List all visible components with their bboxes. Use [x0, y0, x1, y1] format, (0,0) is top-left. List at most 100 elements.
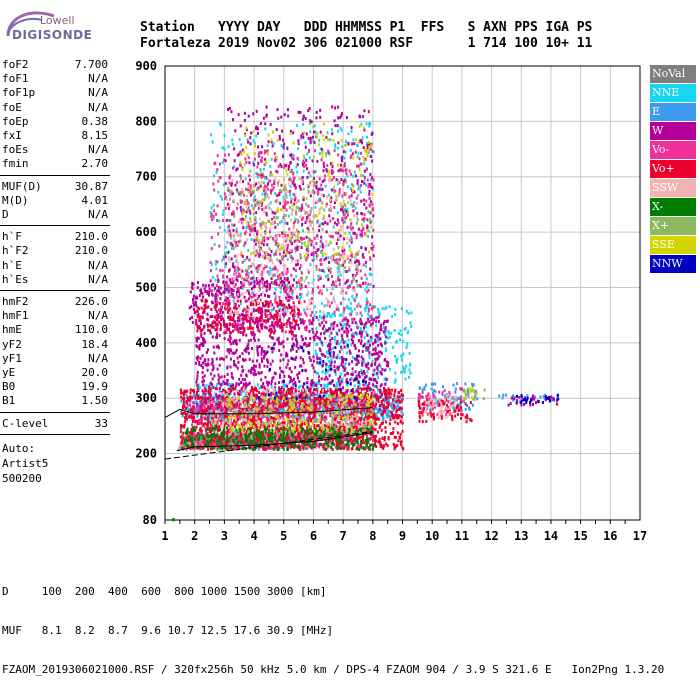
- data-point: [303, 170, 305, 173]
- data-point: [367, 313, 369, 316]
- data-point: [315, 186, 317, 189]
- data-point: [394, 313, 396, 316]
- x-tick-label: 1: [161, 529, 168, 543]
- data-point: [288, 281, 290, 284]
- data-point: [227, 203, 229, 206]
- data-point: [228, 145, 230, 148]
- data-point: [280, 370, 282, 373]
- data-point: [243, 321, 245, 324]
- data-point: [230, 365, 232, 368]
- data-point: [196, 400, 198, 403]
- data-point: [373, 353, 375, 356]
- data-point: [341, 159, 343, 162]
- data-point: [202, 295, 204, 298]
- data-point: [366, 297, 368, 300]
- data-point: [299, 111, 301, 114]
- data-point: [234, 363, 236, 366]
- data-point: [332, 328, 334, 331]
- data-point: [535, 401, 537, 404]
- data-point: [233, 147, 235, 150]
- data-point: [296, 350, 298, 353]
- data-point: [199, 357, 201, 360]
- data-point: [372, 214, 374, 217]
- data-point: [215, 279, 217, 282]
- data-point: [247, 343, 249, 346]
- data-point: [325, 275, 327, 278]
- data-point: [264, 326, 266, 329]
- y-tick-label: 300: [135, 391, 157, 405]
- y-tick-label: 400: [135, 336, 157, 350]
- data-point: [216, 346, 218, 349]
- data-point: [335, 124, 337, 127]
- data-point: [243, 285, 245, 288]
- data-point: [348, 339, 350, 342]
- data-point: [324, 221, 326, 224]
- data-point: [231, 110, 233, 113]
- data-point: [235, 184, 237, 187]
- data-point: [235, 260, 237, 263]
- data-point: [273, 376, 275, 379]
- data-point: [279, 138, 281, 141]
- data-point: [194, 311, 196, 314]
- data-point: [301, 335, 303, 338]
- data-point: [219, 334, 221, 337]
- data-point: [224, 288, 226, 291]
- data-point: [518, 396, 520, 399]
- data-point: [331, 188, 333, 191]
- data-point: [231, 372, 233, 375]
- data-point: [224, 375, 226, 378]
- data-point: [202, 284, 204, 287]
- data-point: [363, 109, 365, 112]
- data-point: [453, 384, 455, 387]
- data-point: [284, 113, 286, 116]
- data-point: [364, 217, 366, 220]
- data-point: [186, 394, 188, 397]
- data-point: [279, 202, 281, 205]
- data-point: [472, 404, 474, 407]
- data-point: [353, 142, 355, 145]
- data-point: [351, 338, 353, 341]
- data-point: [400, 333, 402, 336]
- data-point: [302, 338, 304, 341]
- data-point: [333, 365, 335, 368]
- data-point: [264, 158, 266, 161]
- data-point: [401, 359, 403, 362]
- data-point: [193, 304, 195, 307]
- data-point: [221, 357, 223, 360]
- data-point: [224, 148, 226, 151]
- data-point: [374, 358, 376, 361]
- data-point: [290, 201, 292, 204]
- data-point: [384, 328, 386, 331]
- data-point: [361, 323, 363, 326]
- data-point: [255, 365, 257, 368]
- data-point: [350, 302, 352, 305]
- data-point: [292, 337, 294, 340]
- data-point: [280, 353, 282, 356]
- data-point: [191, 316, 193, 319]
- data-point: [408, 376, 410, 379]
- data-point: [353, 201, 355, 204]
- data-point: [260, 185, 262, 188]
- data-point: [223, 358, 225, 361]
- data-point: [202, 383, 204, 386]
- data-point: [297, 347, 299, 350]
- data-point: [319, 152, 321, 155]
- data-point: [324, 378, 326, 381]
- data-point: [255, 135, 257, 138]
- data-point: [381, 368, 383, 371]
- data-point: [339, 258, 341, 261]
- data-point: [239, 138, 241, 141]
- data-point: [386, 364, 388, 367]
- data-point: [352, 209, 354, 212]
- data-point: [402, 413, 404, 416]
- data-point: [353, 318, 355, 321]
- data-point: [266, 289, 268, 292]
- data-point: [210, 372, 212, 375]
- data-point: [286, 385, 288, 388]
- data-point: [226, 219, 228, 222]
- data-point: [286, 222, 288, 225]
- data-point: [253, 239, 255, 242]
- data-point: [373, 285, 375, 288]
- data-point: [327, 356, 329, 359]
- data-point: [326, 350, 328, 353]
